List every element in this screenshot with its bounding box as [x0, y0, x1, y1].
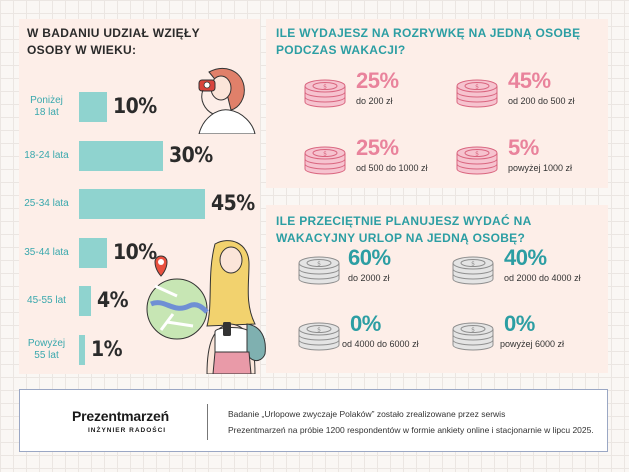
footer-note-line-1: Badanie „Urlopowe zwyczaje Polaków” zost… [228, 409, 506, 419]
age-bar [79, 237, 107, 268]
age-category-label: 18-24 lata [24, 149, 69, 161]
plan-heading: ILE PRZECIĘTNIE PLANUJESZ WYDAĆ NA WAKAC… [276, 214, 532, 245]
footer-divider [207, 404, 208, 440]
stat-percent: 45% [508, 68, 551, 93]
stat-range: do 200 zł [356, 96, 393, 106]
coin-stack-icon: $ [304, 79, 346, 108]
svg-text:$: $ [317, 261, 321, 268]
spend-panel: ILE WYDAJESZ NA ROZRYWKĘ NA JEDNĄ OSOBĘ … [266, 19, 608, 188]
age-value-label: 10% [113, 239, 157, 264]
age-heading: W BADANIU UDZIAŁ WZIĘŁY OSOBY W WIEKU: [27, 26, 200, 57]
svg-text:$: $ [475, 84, 479, 91]
stat-range: od 500 do 1000 zł [356, 163, 428, 173]
svg-text:$: $ [323, 151, 327, 158]
stat-range: od 4000 do 6000 zł [342, 339, 419, 349]
footer: Prezentmarzeń INŻYNIER RADOŚCI Badanie „… [19, 389, 608, 452]
svg-text:$: $ [323, 84, 327, 91]
age-bar [79, 92, 107, 122]
coin-stack-icon: $ [456, 146, 498, 175]
stat-range: powyżej 1000 zł [508, 163, 573, 173]
age-value-label: 45% [211, 191, 255, 215]
coin-stack-icon: $ [452, 256, 494, 285]
brand-tagline: INŻYNIER RADOŚCI [88, 427, 167, 434]
stat-percent: 40% [504, 245, 547, 270]
age-bar [79, 286, 91, 316]
svg-text:$: $ [317, 327, 321, 334]
age-value-label: 1% [91, 336, 123, 361]
stat-range: powyżej 6000 zł [500, 339, 565, 349]
coin-stack-icon: $ [298, 256, 340, 285]
age-panel: W BADANIU UDZIAŁ WZIĘŁY OSOBY W WIEKU: P… [19, 19, 266, 374]
coin-stack-icon: $ [456, 79, 498, 108]
footer-note-line-2: Prezentmarzeń na próbie 1200 respondentó… [228, 425, 594, 435]
svg-text:$: $ [471, 327, 475, 334]
woman-with-phone-and-map-illustration [146, 240, 266, 374]
svg-text:$: $ [475, 151, 479, 158]
age-bar [79, 140, 163, 171]
age-value-label: 4% [97, 288, 129, 312]
stat-range: od 200 do 500 zł [508, 96, 575, 106]
coin-stack-icon: $ [304, 146, 346, 175]
brand-logo: Prezentmarzeń [72, 408, 169, 424]
stat-percent: 60% [348, 245, 391, 270]
coin-stack-icon: $ [298, 322, 340, 351]
stat-percent: 0% [504, 311, 535, 336]
woman-with-camera-illustration [198, 68, 256, 134]
age-value-label: 30% [169, 142, 213, 167]
stat-percent: 5% [508, 135, 539, 160]
age-bar [79, 334, 85, 365]
spend-heading: ILE WYDAJESZ NA ROZRYWKĘ NA JEDNĄ OSOBĘ … [276, 26, 581, 57]
age-bar [79, 189, 205, 219]
age-category-label: 25-34 lata [24, 198, 69, 209]
age-category-label: 45-55 lat [27, 295, 66, 306]
age-category-label: 35-44 lata [24, 246, 69, 258]
age-category-label: Poniżej 18 lat [30, 95, 63, 118]
age-category-label: Powyżej 55 lat [27, 337, 66, 361]
stat-percent: 0% [350, 311, 381, 336]
stat-percent: 25% [356, 68, 399, 93]
coin-stack-icon: $ [452, 322, 494, 351]
stat-percent: 25% [356, 135, 399, 160]
stat-range: od 2000 do 4000 zł [504, 273, 581, 283]
svg-text:$: $ [471, 261, 475, 268]
age-value-label: 10% [113, 94, 157, 118]
stat-range: do 2000 zł [348, 273, 390, 283]
plan-panel: ILE PRZECIĘTNIE PLANUJESZ WYDAĆ NA WAKAC… [266, 205, 608, 373]
